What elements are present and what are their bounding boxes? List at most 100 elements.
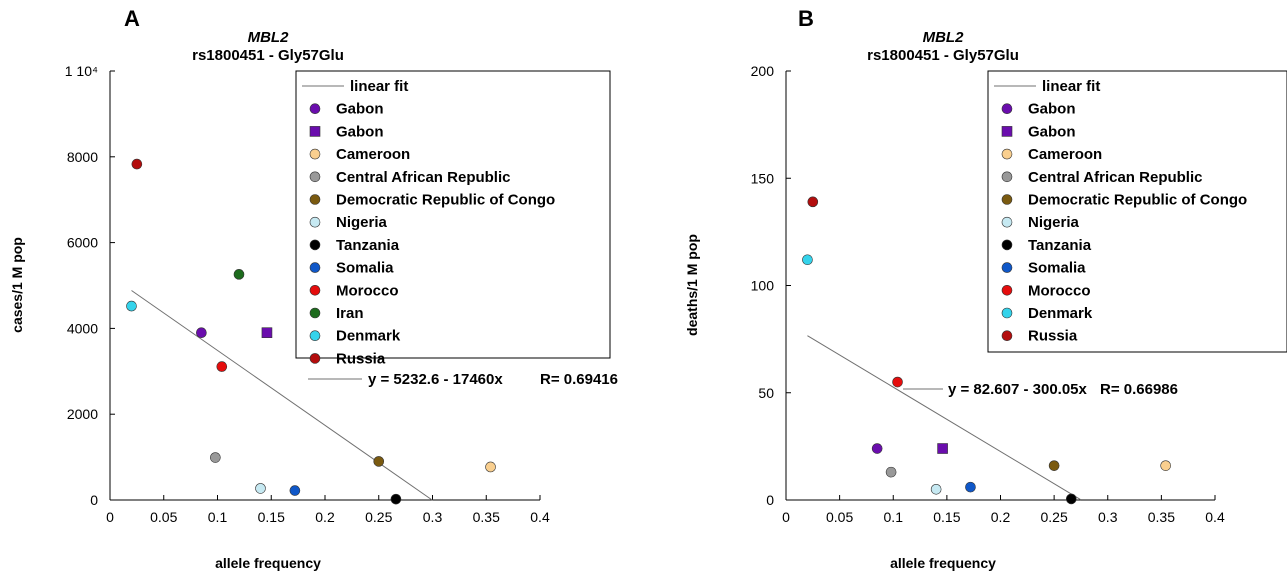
x-tick-label: 0.1 [208, 509, 228, 525]
data-point-democratic-republic-of-congo [373, 456, 385, 467]
data-point-gabon [261, 327, 273, 338]
legend-marker [309, 353, 321, 364]
legend-entry-label: Denmark [1028, 305, 1093, 322]
legend-marker [1001, 194, 1013, 205]
plot-area: 0 0.05 0.1 0.15 0.2 0.25 0.3 0.35 0.4 0 50 100 150 20… [751, 63, 1225, 525]
legend-entry-label: linear fit [350, 78, 408, 95]
fit-r-value: R= 0.66986 [1100, 381, 1178, 398]
x-tick-label: 0.35 [473, 509, 500, 525]
legend-box [987, 70, 1287, 353]
data-point-gabon [871, 443, 883, 454]
data-point-denmark [802, 254, 813, 266]
legend-entry-label: Cameroon [1028, 146, 1102, 163]
x-tick-label: 0.3 [423, 509, 443, 525]
chart-title-gene: MBL2 [248, 29, 289, 46]
legend-marker [1001, 307, 1013, 319]
data-point-central-african-republic [210, 452, 221, 463]
x-tick-label: 0.4 [530, 509, 550, 525]
legend-entry-label: Russia [336, 350, 386, 367]
y-axis-title: deaths/1 M pop [684, 234, 700, 336]
legend-marker [1001, 216, 1013, 228]
legend-entry-label: Cameroon [336, 146, 410, 163]
legend-marker [309, 330, 321, 342]
y-tick-label: 2000 [67, 406, 98, 422]
data-point-iran [233, 269, 245, 280]
legend-entry-label: Morocco [1028, 282, 1091, 299]
legend: linear fit Gabon Gabon Cameroon Central Afri… [987, 70, 1287, 353]
y-tick-label: 100 [751, 278, 775, 294]
legend-entry-label: Democratic Republic of Congo [1028, 192, 1247, 209]
x-axis-title: allele frequency [215, 555, 321, 571]
legend-marker [309, 216, 321, 228]
legend-marker [309, 171, 321, 183]
x-tick-label: 0.25 [365, 509, 392, 525]
x-axis-title: allele frequency [890, 555, 996, 571]
x-tick-label: 0 [106, 509, 114, 525]
x-tick-label: 0.05 [826, 509, 853, 525]
y-tick-label: 200 [751, 63, 775, 79]
legend-marker [1001, 148, 1013, 160]
legend-entry-label: Central African Republic [336, 169, 510, 186]
legend-entry-label: linear fit [1042, 78, 1100, 95]
x-tick-label: 0.1 [884, 509, 904, 525]
x-tick-label: 0.25 [1041, 509, 1068, 525]
legend-entry-label: Tanzania [336, 237, 400, 254]
chart-title-variant: rs1800451 - Gly57Glu [867, 47, 1019, 64]
legend-entry-label: Russia [1028, 328, 1078, 345]
y-tick-label: 50 [758, 385, 774, 401]
data-point-gabon [196, 327, 207, 338]
y-tick-label: 4000 [67, 320, 98, 336]
panel-label-b: B [798, 6, 814, 31]
chart-title-variant: rs1800451 - Gly57Glu [192, 47, 344, 64]
data-point-tanzania [1065, 493, 1077, 505]
legend-marker [309, 103, 321, 114]
data-point-russia [131, 158, 143, 170]
x-tick-label: 0.15 [258, 509, 285, 525]
x-tick-label: 0.05 [150, 509, 177, 525]
y-tick-label: 150 [751, 170, 775, 186]
legend-entry-label: Gabon [336, 123, 384, 140]
legend-marker [309, 307, 321, 319]
data-point-morocco [216, 361, 228, 372]
legend-entry-label: Somalia [336, 260, 394, 277]
data-point-tanzania [390, 493, 402, 505]
y-tick-label: 6000 [67, 235, 98, 251]
legend-marker [1001, 171, 1013, 183]
data-point-morocco [892, 376, 903, 388]
legend-marker [309, 239, 321, 251]
legend-marker [309, 126, 321, 137]
legend-marker [1001, 262, 1013, 273]
legend-entry-label: Central African Republic [1028, 169, 1202, 186]
legend-entry-label: Tanzania [1028, 237, 1092, 254]
data-point-democratic-republic-of-congo [1048, 460, 1060, 471]
panel-label-a: A [124, 6, 140, 31]
y-tick-label: 1 10⁴ [65, 63, 98, 79]
x-tick-label: 0.15 [933, 509, 960, 525]
chart-panel-b: B MBL2 rs1800451 - Gly57Glu allele frequ… [684, 6, 1287, 571]
data-point-russia [807, 196, 819, 208]
y-axis-title: cases/1 M pop [9, 237, 25, 333]
data-point-cameroon [1160, 460, 1171, 471]
x-tick-label: 0.2 [315, 509, 335, 525]
legend-marker [1001, 239, 1013, 251]
legend: linear fit Gabon Gabon Cameroon Central Afri… [295, 70, 611, 367]
y-tick-label: 0 [766, 492, 774, 508]
x-tick-label: 0.3 [1098, 509, 1118, 525]
legend-marker [1001, 284, 1013, 296]
legend-marker [309, 148, 321, 160]
legend-entry-label: Somalia [1028, 260, 1086, 277]
legend-entry-label: Gabon [1028, 101, 1076, 118]
legend-entry-label: Gabon [1028, 123, 1076, 140]
plot-area: 0 0.05 0.1 0.15 0.2 0.25 0.3 0.35 0.4 0 2000 4000 60… [65, 63, 550, 525]
legend-marker [1001, 103, 1013, 114]
data-point-somalia [965, 481, 976, 493]
data-point-cameroon [485, 461, 496, 473]
legend-entry-label: Nigeria [336, 214, 388, 231]
chart-panel-a: A MBL2 rs1800451 - Gly57Glu allele frequ… [9, 6, 618, 571]
chart-title-gene: MBL2 [923, 29, 964, 46]
legend-box [295, 70, 611, 359]
legend-entry-label: Democratic Republic of Congo [336, 192, 555, 209]
data-point-denmark [126, 300, 137, 312]
legend-entry-label: Denmark [336, 328, 401, 345]
